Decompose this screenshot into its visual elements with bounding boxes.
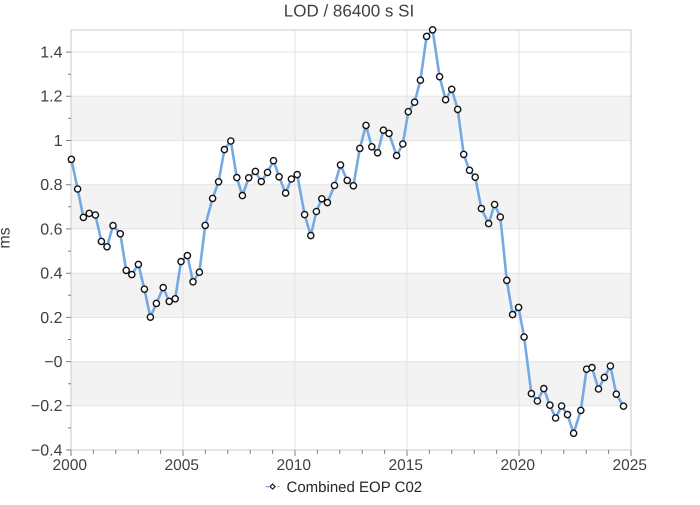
svg-text:1.4: 1.4 — [40, 45, 62, 62]
svg-text:2010: 2010 — [277, 457, 312, 474]
svg-text:Combined EOP C02: Combined EOP C02 — [287, 479, 423, 496]
svg-text:ms: ms — [0, 227, 14, 248]
svg-text:−0.2: −0.2 — [31, 398, 63, 415]
svg-text:−0: −0 — [44, 354, 62, 371]
svg-text:1: 1 — [54, 133, 63, 150]
svg-text:2000: 2000 — [53, 457, 88, 474]
svg-text:2020: 2020 — [501, 457, 536, 474]
svg-text:LOD / 86400 s SI: LOD / 86400 s SI — [284, 2, 414, 21]
svg-text:0.8: 0.8 — [40, 177, 62, 194]
svg-text:−0.4: −0.4 — [31, 442, 63, 459]
svg-text:1.2: 1.2 — [40, 89, 62, 106]
svg-text:0.6: 0.6 — [40, 221, 62, 238]
svg-text:2015: 2015 — [389, 457, 423, 474]
svg-text:2025: 2025 — [613, 457, 647, 474]
svg-text:0.4: 0.4 — [40, 266, 62, 283]
svg-text:0.2: 0.2 — [40, 310, 62, 327]
svg-text:2005: 2005 — [165, 457, 199, 474]
